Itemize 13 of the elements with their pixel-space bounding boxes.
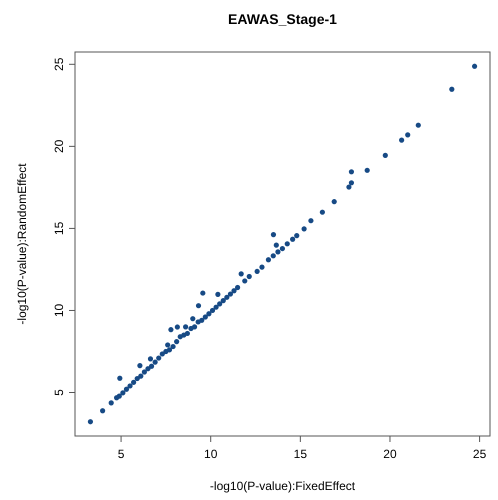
x-tick-label: 10	[204, 447, 218, 461]
y-tick-label: 10	[52, 303, 66, 318]
x-tick-label: 15	[294, 447, 308, 461]
y-tick-label: 5	[52, 388, 66, 396]
x-tick-label: 25	[472, 447, 487, 461]
chart-title: EAWAS_Stage-1	[228, 11, 338, 27]
x-tick-label: 20	[383, 447, 397, 461]
x-axis-title: -log10(P-value):FixedEffect	[210, 479, 356, 493]
x-tick-label: 5	[118, 447, 125, 461]
y-axis-title: -log10(P-value):RandomEffect	[15, 162, 29, 325]
y-tick-label: 25	[52, 57, 66, 71]
y-tick-label: 20	[52, 139, 66, 154]
y-tick-label: 15	[52, 221, 66, 236]
